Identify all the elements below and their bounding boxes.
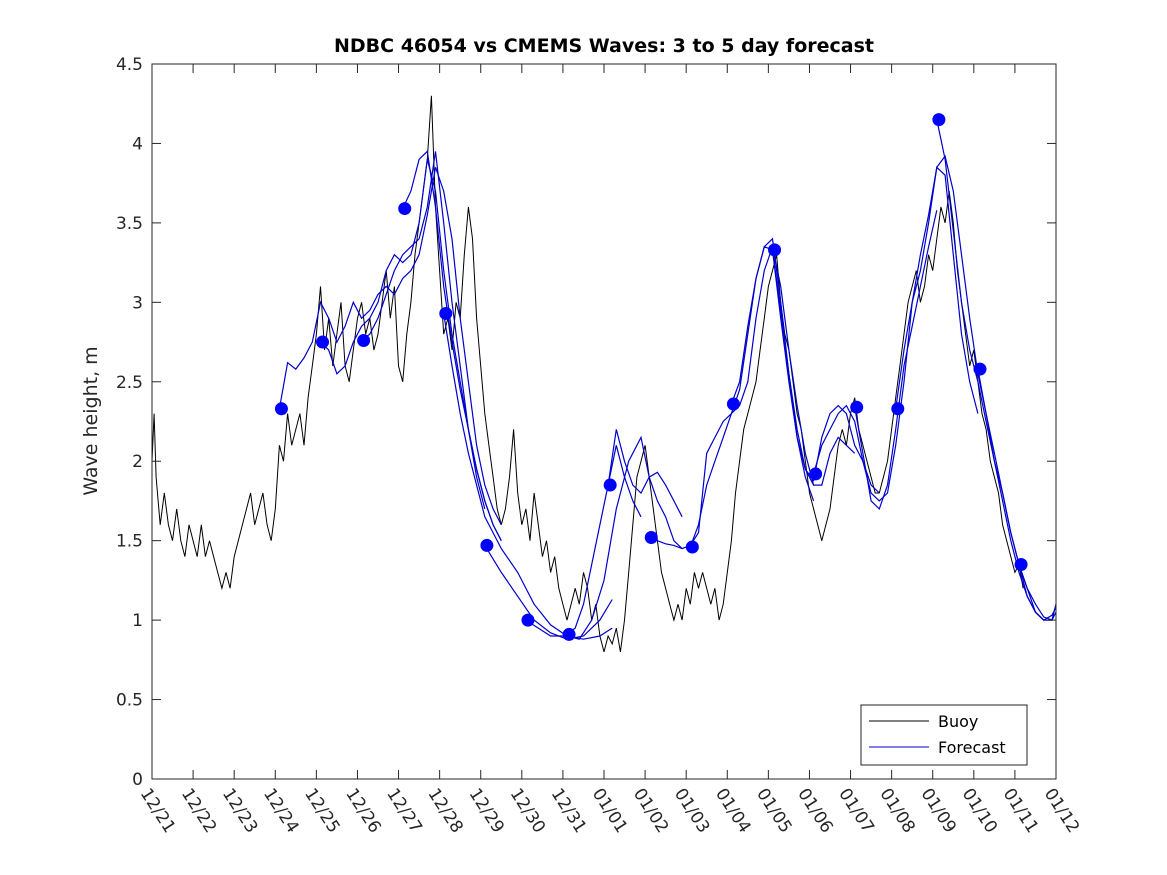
forecast-marker — [644, 530, 658, 544]
legend: Buoy Forecast — [860, 704, 1028, 766]
series-line-forecast — [771, 249, 880, 494]
series-line-forecast — [895, 154, 1045, 621]
forecast-marker — [521, 613, 535, 627]
y-tick-label: 4.5 — [116, 55, 143, 75]
forecast-marker — [398, 202, 412, 216]
forecast-marker — [274, 402, 288, 416]
chart-title: NDBC 46054 vs CMEMS Waves: 3 to 5 day fo… — [334, 35, 874, 57]
forecast-marker — [973, 362, 987, 376]
forecast-marker — [603, 478, 617, 492]
series-line-forecast — [854, 210, 938, 510]
forecast-marker — [439, 306, 453, 320]
series-line-forecast — [607, 445, 642, 518]
forecast-marker — [562, 627, 576, 641]
y-tick-label: 3 — [132, 293, 143, 313]
series-line-forecast — [730, 245, 856, 486]
forecast-marker — [768, 243, 782, 257]
series-line-forecast — [484, 545, 613, 640]
series-line-forecast — [278, 167, 502, 526]
forecast-marker — [932, 113, 946, 127]
y-tick-label: 1.5 — [116, 532, 143, 552]
forecast-marker — [726, 397, 740, 411]
forecast-marker — [891, 402, 905, 416]
legend-box — [860, 704, 1028, 766]
y-tick-label: 2.5 — [116, 373, 143, 393]
y-tick-label: 4 — [132, 134, 143, 154]
forecast-marker — [480, 538, 494, 552]
y-tick-label: 0.5 — [116, 691, 143, 711]
series-line-forecast — [813, 166, 979, 502]
legend-label-forecast: Forecast — [938, 738, 1006, 757]
forecast-marker — [685, 540, 699, 554]
series-line-buoy — [151, 95, 1024, 653]
forecast-marker — [316, 335, 330, 349]
series-line-forecast — [525, 435, 683, 640]
forecast-marker — [850, 400, 864, 414]
legend-label-buoy: Buoy — [938, 712, 978, 731]
forecast-marker — [809, 467, 823, 481]
y-tick-label: 0 — [132, 770, 143, 790]
series-line-forecast — [566, 429, 683, 635]
y-axis-label: Wave height, m — [80, 346, 102, 495]
y-tick-label: 3.5 — [116, 214, 143, 234]
forecast-marker — [1014, 558, 1028, 571]
y-tick-label: 2 — [132, 452, 143, 472]
series-line-forecast — [1018, 564, 1057, 621]
series-line-forecast — [443, 313, 613, 640]
y-tick-label: 1 — [132, 611, 143, 631]
forecast-marker — [357, 333, 371, 347]
plot-area — [151, 95, 1057, 653]
series-line-forecast — [402, 150, 502, 541]
series-line-forecast — [361, 151, 486, 510]
